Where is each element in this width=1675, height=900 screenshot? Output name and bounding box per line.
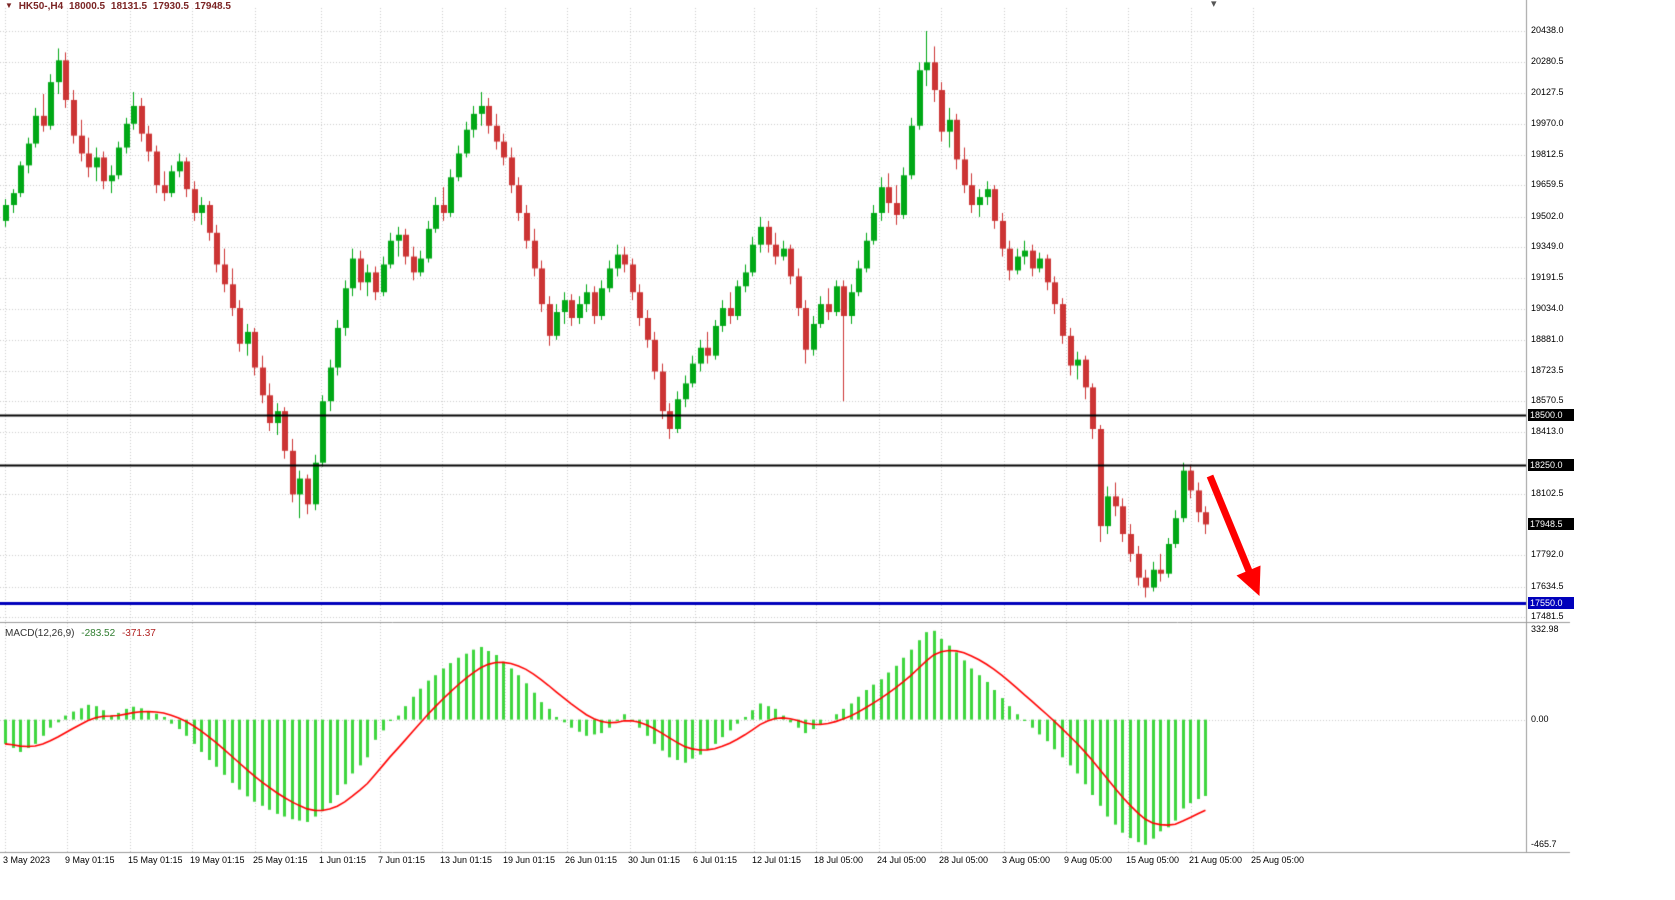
price-tick-label: 19502.0: [1531, 210, 1564, 221]
time-tick-label: 15 Aug 05:00: [1126, 855, 1180, 865]
macd-tick-label: -465.7: [1531, 839, 1557, 849]
time-tick-label: 9 May 01:15: [65, 855, 115, 865]
price-tick-label: 20438.0: [1531, 25, 1564, 35]
price-tick-label: 17634.5: [1531, 580, 1564, 591]
time-tick-label: 21 Aug 05:00: [1189, 855, 1243, 865]
time-tick-label: 15 May 01:15: [128, 855, 183, 865]
macd-tick-label: 332.98: [1531, 624, 1559, 634]
low-value: 17930.5: [152, 1, 189, 12]
price-tick-label: 19034.0: [1531, 303, 1564, 314]
price-tick-label: 20280.5: [1531, 56, 1564, 67]
time-tick-label: 26 Jun 01:15: [565, 855, 618, 865]
price-level-label: 18500.0: [1528, 409, 1574, 422]
macd-tick-label: 0.00: [1531, 713, 1549, 724]
price-tick-label: 17481.5: [1531, 611, 1564, 621]
price-tick-label: 17792.0: [1531, 549, 1564, 560]
chart-header: ▼ HK50-,H4 18000.5 18131.5 17930.5 17948…: [5, 1, 234, 12]
macd-main-value: -283.52: [81, 628, 116, 639]
high-value: 18131.5: [110, 1, 148, 12]
price-tick-label: 18723.5: [1531, 364, 1564, 375]
time-tick-label: 30 Jun 01:15: [628, 855, 681, 865]
price-scale[interactable]: 20438.0 20280.5 20127.5 19970.0 19812.5 19659…: [1527, 0, 1675, 853]
open-value: 18000.5: [68, 1, 106, 12]
time-tick-label: 18 Jul 05:00: [814, 855, 864, 865]
macd-name-label: MACD(12,26,9): [5, 628, 75, 639]
price-tick-label: 19349.0: [1531, 240, 1564, 251]
time-tick-label: 24 Jul 05:00: [877, 855, 927, 865]
symbol-period-label: HK50-,H4: [18, 1, 64, 12]
time-tick-label: 19 Jun 01:15: [503, 855, 556, 865]
time-tick-label: 12 Jul 01:15: [752, 855, 802, 865]
price-tick-label: 18413.0: [1531, 426, 1564, 437]
time-tick-label: 19 May 01:15: [190, 855, 245, 865]
time-tick-label: 7 Jun 01:15: [378, 855, 426, 865]
macd-signal-value: -371.37: [121, 628, 156, 639]
time-tick-label: 28 Jul 05:00: [939, 855, 989, 865]
price-level-label: 18250.0: [1528, 458, 1574, 471]
time-tick-label: 3 Aug 05:00: [1002, 855, 1051, 865]
price-tick-label: 19970.0: [1531, 117, 1564, 128]
price-tick-label: 18881.0: [1531, 333, 1564, 344]
down-arrow-annotation[interactable]: [1198, 468, 1278, 613]
price-tick-label: 18102.5: [1531, 487, 1564, 498]
price-level-label: 17550.0: [1528, 597, 1574, 610]
time-tick-label: 9 Aug 05:00: [1064, 855, 1113, 865]
price-tick-label: 19659.5: [1531, 179, 1564, 190]
down-arrow-shaft: [1206, 474, 1253, 573]
time-tick-label: 25 Aug 05:00: [1251, 855, 1305, 865]
chart-shift-marker-icon[interactable]: ▾: [1211, 0, 1217, 10]
price-tick-label: 18570.5: [1531, 395, 1564, 406]
close-value: 17948.5: [194, 1, 231, 12]
price-tick-label: 19191.5: [1531, 272, 1564, 283]
time-tick-label: 6 Jul 01:15: [693, 855, 738, 865]
time-tick-label: 13 Jun 01:15: [440, 855, 493, 865]
time-scale[interactable]: 3 May 2023 9 May 01:15 15 May 01:15 19 May …: [0, 853, 1675, 869]
price-tick-label: 19812.5: [1531, 148, 1564, 159]
macd-indicator-label: MACD(12,26,9) -283.52 -371.37: [5, 628, 160, 639]
time-tick-label: 1 Jun 01:15: [319, 855, 367, 865]
down-arrow-head: [1236, 565, 1261, 596]
current-price-label: 17948.5: [1528, 518, 1574, 531]
time-tick-label: 3 May 2023: [3, 855, 51, 865]
price-tick-label: 20127.5: [1531, 86, 1564, 97]
tick-down-icon: ▼: [5, 1, 13, 10]
time-tick-label: 25 May 01:15: [253, 855, 308, 865]
